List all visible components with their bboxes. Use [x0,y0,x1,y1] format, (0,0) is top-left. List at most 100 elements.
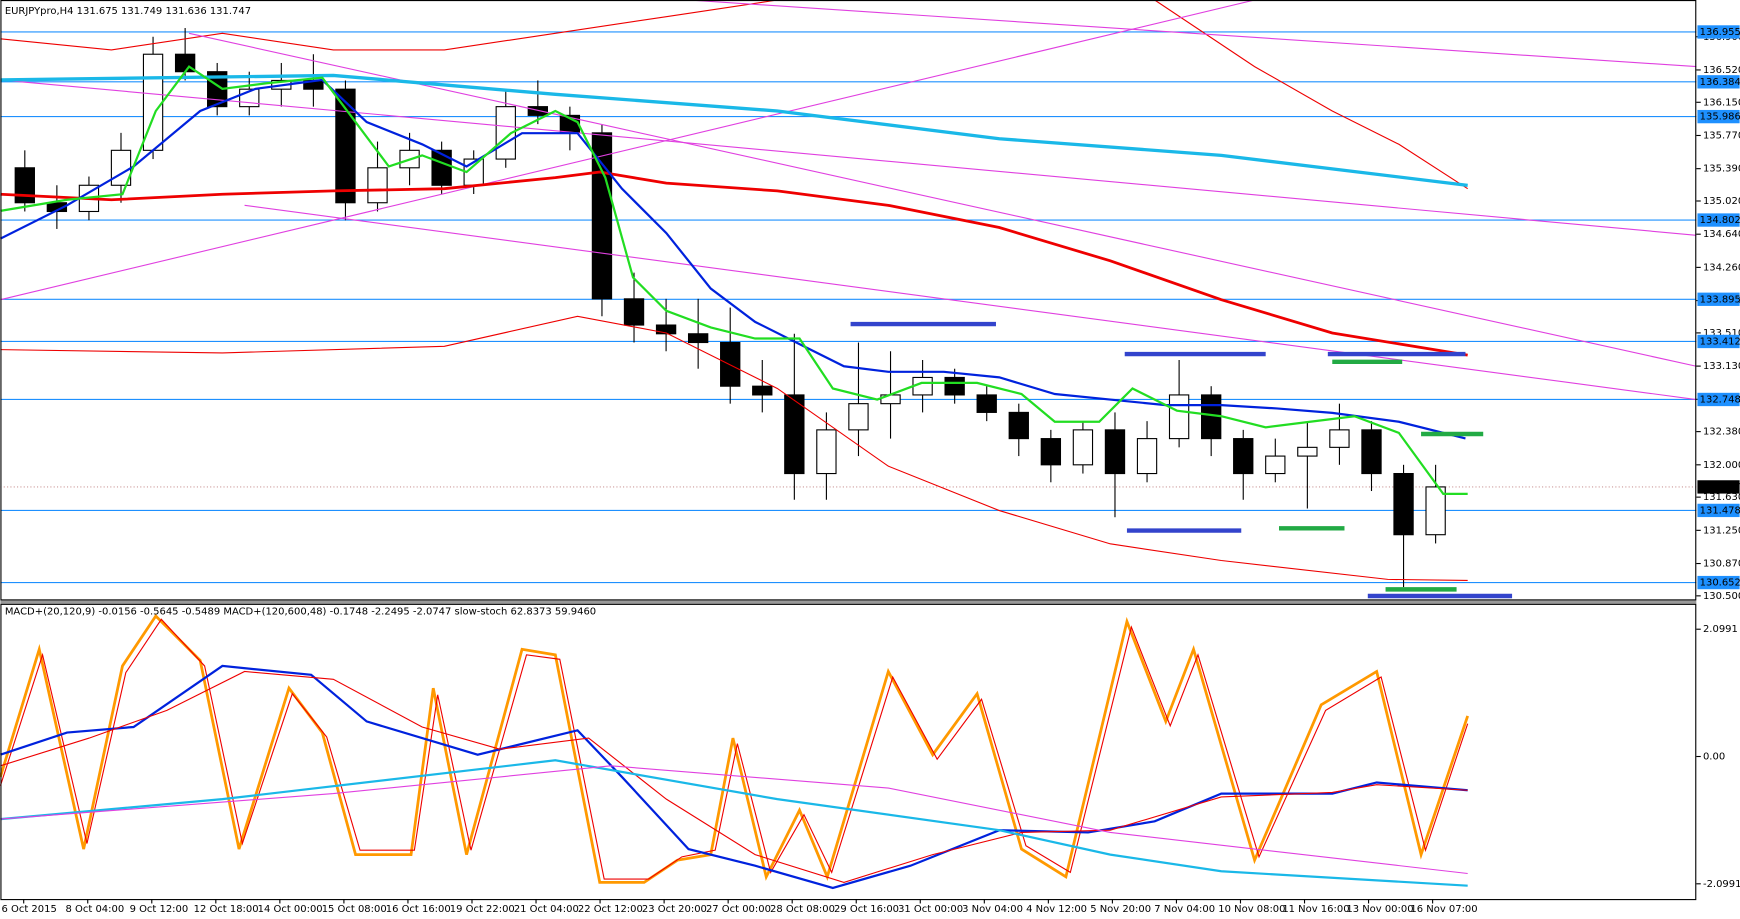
candle-body [848,403,869,431]
candle-body [784,394,805,475]
macd-blue [0,664,1468,890]
level-label-box [1697,575,1740,590]
candle-body [1040,438,1062,466]
candle-body [752,385,773,396]
level-label-box [1697,392,1740,407]
level-label-box [1697,213,1740,227]
y-tick-label: 135.020 [1703,196,1740,207]
candle-body [816,429,837,475]
candle-body [527,106,549,116]
x-tick-label: 5 Nov 20:00 [1090,904,1151,915]
x-tick-label: 19 Oct 22:00 [450,904,515,915]
level-label: 133.895 [1700,294,1740,305]
level-label: 134.802 [1700,215,1740,226]
macd-cyan [0,759,1468,887]
y-tick-label: 136.150 [1703,97,1740,108]
x-tick-label: 16 Oct 16:00 [386,904,451,915]
candle-body [1233,438,1254,475]
candle-body [1136,438,1158,475]
y-tick-label: 132.000 [1703,460,1740,471]
x-tick-label: 23 Oct 20:00 [642,904,707,915]
y2-tick-label: -2.0991 [1703,879,1740,890]
candle-body [1361,429,1382,475]
indicator-frame [0,603,1697,901]
y-tick-label: 130.500 [1703,591,1740,602]
x-tick-label: 14 Oct 00:00 [258,904,323,915]
price-frame [0,0,1697,601]
x-tick-label: 16 Nov 07:00 [1410,904,1477,915]
candle-body [1393,472,1414,536]
candle-body [1008,411,1029,440]
current-price-label: 131.747 [1700,482,1740,493]
candle-body [623,298,645,326]
y-tick-label: 132.380 [1703,427,1740,438]
candle-body [687,333,709,344]
x-tick-label: 31 Oct 00:00 [898,904,963,915]
y-tick-label: 135.390 [1703,164,1740,175]
level-label: 136.384 [1700,77,1740,88]
candle-body [1329,429,1350,448]
channel-line [188,32,1697,367]
x-tick-label: 29 Oct 16:00 [834,904,899,915]
x-tick-label: 12 Oct 18:00 [194,904,259,915]
bollinger-lower [0,315,1468,582]
candle-body [1104,429,1126,475]
channel-line [0,0,1255,301]
channel-line [244,204,1697,401]
macd-magenta [0,765,1468,875]
y-tick-label: 134.640 [1703,229,1740,240]
level-label: 132.748 [1700,394,1740,405]
level-label-box [1697,75,1740,89]
level-label: 136.955 [1700,27,1740,38]
x-tick-label: 11 Nov 16:00 [1282,904,1349,915]
y2-tick-label: 2.0991 [1703,624,1738,635]
stoch-signal [0,618,1469,880]
y-tick-label: 135.770 [1703,130,1740,141]
x-tick-label: 6 Oct 2015 [2,904,57,915]
x-tick-label: 9 Oct 12:00 [130,904,189,915]
current-price-box [1697,480,1740,494]
level-label: 135.986 [1700,112,1740,123]
level-label-box [1697,25,1740,39]
x-tick-label: 21 Oct 04:00 [514,904,579,915]
level-label-box [1697,334,1740,349]
ma-green [0,65,1468,496]
ma-red [0,170,1468,357]
indicators [0,0,1697,890]
level-label-box [1697,292,1740,306]
x-tick-label: 13 Nov 00:00 [1346,904,1413,915]
candle-body [1425,486,1446,536]
panel-divider [0,600,1697,604]
x-tick-label: 4 Nov 12:00 [1026,904,1087,915]
y-tick-label: 133.510 [1703,328,1740,339]
candle-body [655,324,677,335]
candle-body [976,394,997,413]
x-tick-label: 8 Oct 04:00 [66,904,125,915]
x-tick-label: 3 Nov 04:00 [962,904,1023,915]
x-tick-label: 15 Oct 08:00 [322,904,387,915]
y-tick-label: 131.630 [1703,492,1740,503]
candle-body [1297,446,1318,457]
level-label: 133.412 [1700,336,1740,347]
x-tick-label: 28 Oct 08:00 [770,904,835,915]
candle-body [14,167,35,204]
macd-red [0,670,1468,883]
y-tick-label: 130.870 [1703,559,1740,570]
level-label-box [1697,109,1740,124]
x-tick-label: 22 Oct 12:00 [578,904,643,915]
x-tick-label: 7 Nov 04:00 [1154,904,1215,915]
x-tick-label: 27 Oct 00:00 [706,904,771,915]
candle-body [1265,455,1286,475]
bollinger-upper [0,0,778,51]
chart-header: EURJPYpro,H4 131.675 131.749 131.636 131… [5,6,251,17]
candle-body [367,167,388,204]
axes: 136.900136.520136.150135.770135.390135.0… [2,25,1740,915]
level-label: 130.652 [1700,578,1740,589]
candle-body [335,88,356,204]
candle-body [431,149,452,186]
candle-body [1168,394,1190,440]
candle-body [944,376,965,396]
y-tick-label: 136.520 [1703,65,1740,76]
ma-cyan [0,73,1468,188]
